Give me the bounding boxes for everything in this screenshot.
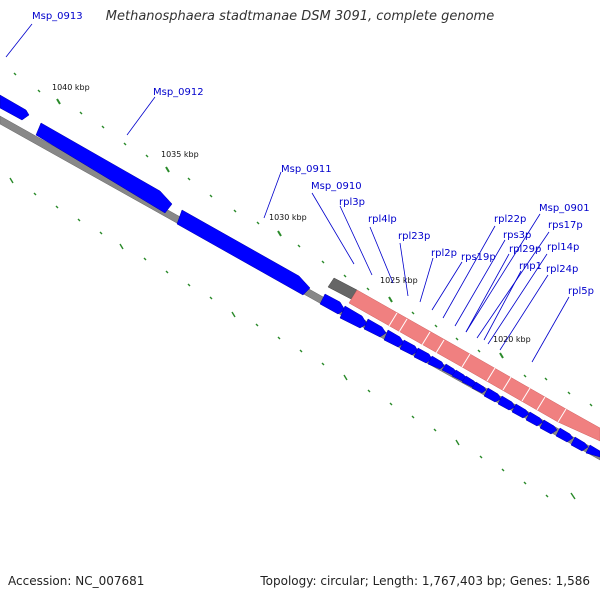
ruler-label: 1020 kbp xyxy=(493,335,531,344)
map-title: Methanosphaera stadtmanae DSM 3091, comp… xyxy=(105,9,495,24)
gene-msp0912[interactable] xyxy=(35,122,173,214)
minor-ticks xyxy=(13,72,593,407)
highlighted-genes xyxy=(348,289,600,442)
gene-label-msp0911[interactable]: Msp_0911 xyxy=(281,164,332,175)
gene-msp0910[interactable] xyxy=(327,277,358,300)
gene-label-rpl22p[interactable]: rpl22p xyxy=(494,214,526,225)
ruler-label: 1025 kbp xyxy=(380,276,418,285)
gene-label-rps17p[interactable]: rps17p xyxy=(548,220,583,231)
label-leaders xyxy=(5,23,570,363)
gene-labels: Msp_0913 Msp_0912 Msp_0911 Msp_0910 rpl3… xyxy=(32,11,594,297)
gene-label-rpl14p[interactable]: rpl14p xyxy=(547,242,579,253)
gene-label-rpl24p[interactable]: rpl24p xyxy=(546,264,578,275)
ruler-label: 1040 kbp xyxy=(52,83,90,92)
accession-text: Accession: NC_007681 xyxy=(8,574,145,588)
gene-label-msp0913[interactable]: Msp_0913 xyxy=(32,11,83,22)
gene-label-msp0901[interactable]: Msp_0901 xyxy=(539,203,590,214)
ruler-labels: 1040 kbp 1035 kbp 1030 kbp 1025 kbp 1020… xyxy=(52,83,531,344)
gene-label-rpl5p[interactable]: rpl5p xyxy=(568,286,594,297)
genome-summary-text: Topology: circular; Length: 1,767,403 bp… xyxy=(260,574,590,588)
gene-label-msp0912[interactable]: Msp_0912 xyxy=(153,87,204,98)
ruler-label: 1030 kbp xyxy=(269,213,307,222)
gene-msp0913[interactable] xyxy=(0,94,30,121)
gene-label-msp0910[interactable]: Msp_0910 xyxy=(311,181,362,192)
lower-ticks xyxy=(9,177,576,500)
upper-genes xyxy=(0,94,311,296)
ruler-label: 1035 kbp xyxy=(161,150,199,159)
gene-label-rpl4lp[interactable]: rpl4lp xyxy=(368,214,397,225)
gene-label-rps3p[interactable]: rps3p xyxy=(503,230,531,241)
highlighted-gene-dividers xyxy=(388,312,567,423)
gene-label-rpl3p[interactable]: rpl3p xyxy=(339,197,365,208)
gene-label-rps19p[interactable]: rps19p xyxy=(461,252,496,263)
gene-msp0911[interactable] xyxy=(176,209,311,296)
gene-label-rpl2p[interactable]: rpl2p xyxy=(431,248,457,259)
gene-label-rnp1[interactable]: rnp1 xyxy=(519,261,542,272)
major-ticks xyxy=(56,98,504,359)
lower-genes xyxy=(319,293,600,458)
gene-label-rpl29p[interactable]: rpl29p xyxy=(509,244,541,255)
gene-label-rpl23p[interactable]: rpl23p xyxy=(398,231,430,242)
